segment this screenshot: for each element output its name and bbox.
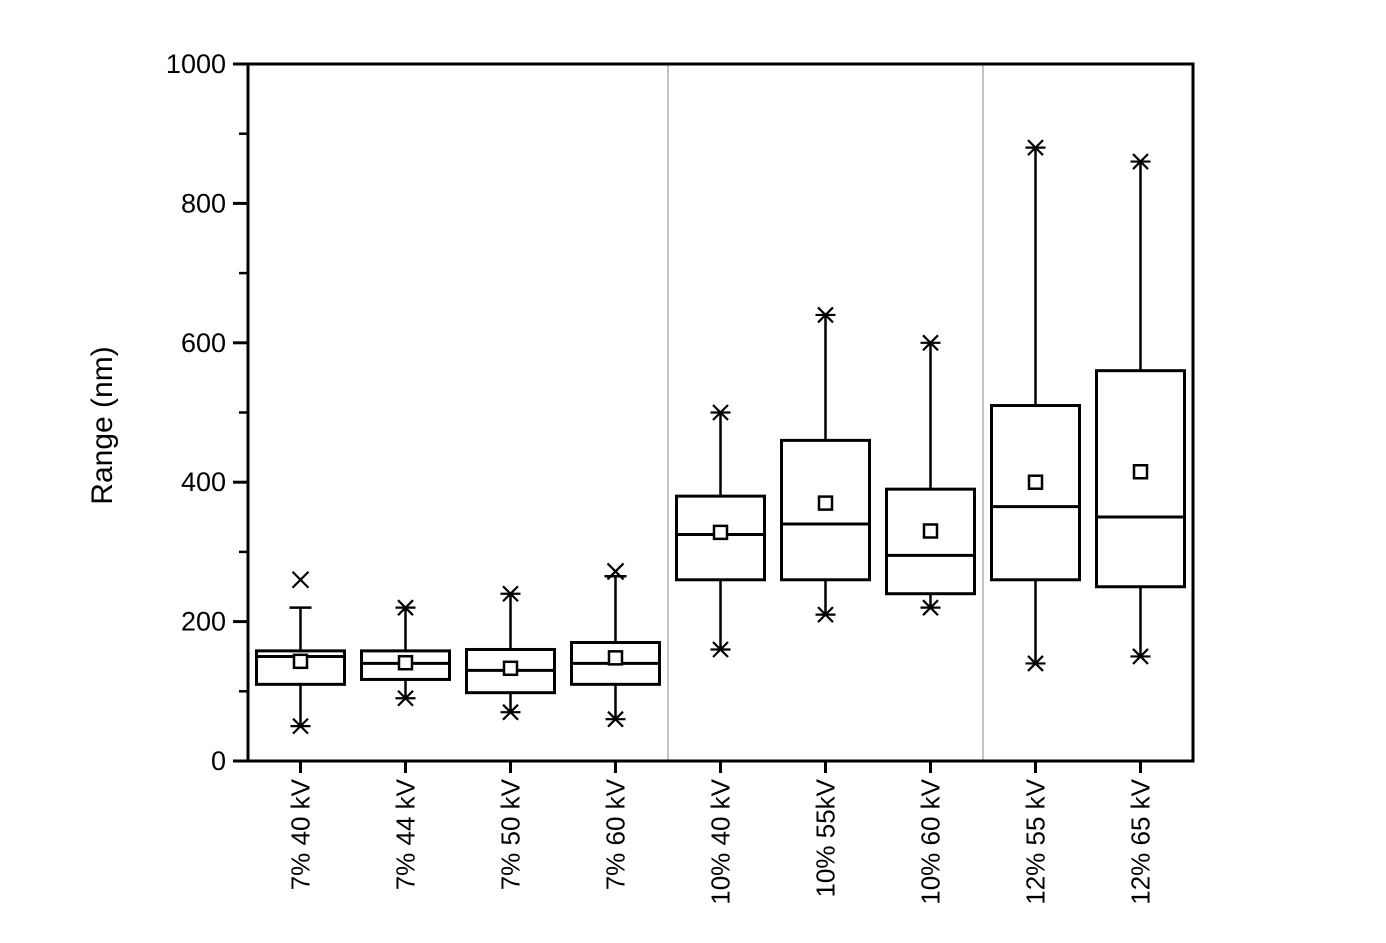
- whisker-end-star-marker: [815, 606, 836, 623]
- whisker-end-star-marker: [395, 689, 416, 707]
- x-axis-tick-label: 7% 40 kV: [286, 778, 316, 890]
- x-axis-tick-label: 7% 44 kV: [391, 778, 421, 890]
- mean-square-marker: [397, 654, 414, 671]
- x-axis-tick-label: 10% 60 kV: [916, 778, 946, 904]
- y-axis-tick-label: 400: [181, 467, 226, 497]
- mean-square-marker: [922, 523, 939, 539]
- x-axis-tick-label: 12% 55 kV: [1021, 778, 1051, 904]
- mean-square-marker: [502, 660, 519, 677]
- y-axis-tick-label: 0: [211, 746, 226, 776]
- whisker-end-star-marker: [500, 703, 521, 721]
- y-axis-tick-label: 800: [181, 188, 226, 218]
- y-axis-tick-label: 1000: [166, 49, 226, 79]
- box-iqr: [990, 404, 1081, 582]
- x-axis-tick-label: 7% 60 kV: [601, 778, 631, 890]
- y-axis-title: Range (nm): [86, 346, 119, 504]
- mean-square-marker: [292, 653, 309, 670]
- whisker-end-star-marker: [1025, 139, 1046, 156]
- whisker-end-star-marker: [1130, 648, 1151, 665]
- mean-square-marker: [712, 524, 729, 541]
- mean-square-marker: [1027, 474, 1044, 490]
- box-iqr: [885, 487, 976, 596]
- whisker-end-star-marker: [920, 599, 941, 616]
- outlier-cross-marker: [291, 571, 310, 589]
- whisker-end-star-marker: [395, 599, 416, 616]
- x-axis-tick-label: 10% 40 kV: [706, 778, 736, 904]
- y-axis-tick-label: 600: [181, 328, 226, 358]
- outlier-cross-marker: [606, 562, 625, 581]
- x-axis-tick-label: 7% 50 kV: [496, 778, 526, 890]
- whisker-end-star-marker: [920, 334, 941, 352]
- whisker-end-star-marker: [1130, 153, 1151, 170]
- whisker-end-star-marker: [1025, 655, 1046, 672]
- whisker-end-star-marker: [815, 306, 836, 324]
- mean-square-marker: [607, 650, 624, 666]
- x-axis-tick-label: 12% 65 kV: [1126, 778, 1156, 904]
- x-axis-tick-label: 10% 55kV: [811, 778, 841, 897]
- y-axis-tick-label: 200: [181, 607, 226, 637]
- whisker-end-star-marker: [290, 717, 311, 735]
- whisker-end-star-marker: [710, 404, 731, 421]
- mean-square-marker: [817, 495, 834, 511]
- whisker-end-star-marker: [605, 710, 626, 728]
- whisker-end-star-marker: [500, 585, 521, 602]
- whisker-end-star-marker: [710, 641, 731, 658]
- mean-square-marker: [1132, 463, 1149, 480]
